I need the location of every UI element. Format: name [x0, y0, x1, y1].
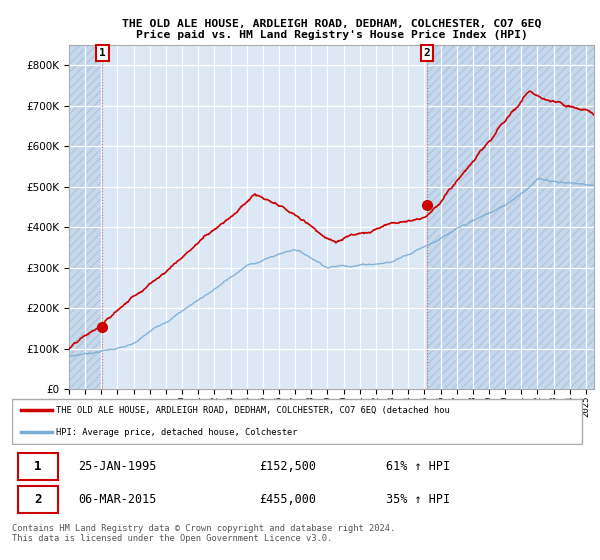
Text: £455,000: £455,000 [260, 493, 317, 506]
FancyBboxPatch shape [18, 453, 58, 480]
Text: 35% ↑ HPI: 35% ↑ HPI [386, 493, 451, 506]
Text: 2: 2 [424, 48, 431, 58]
Text: Contains HM Land Registry data © Crown copyright and database right 2024.
This d: Contains HM Land Registry data © Crown c… [12, 524, 395, 543]
Text: 06-MAR-2015: 06-MAR-2015 [78, 493, 157, 506]
Text: 1: 1 [34, 460, 41, 473]
Text: 61% ↑ HPI: 61% ↑ HPI [386, 460, 451, 473]
Bar [427, 45, 594, 389]
FancyBboxPatch shape [18, 486, 58, 513]
Bar [69, 45, 103, 389]
Text: THE OLD ALE HOUSE, ARDLEIGH ROAD, DEDHAM, COLCHESTER, CO7 6EQ (detached hou: THE OLD ALE HOUSE, ARDLEIGH ROAD, DEDHAM… [56, 406, 450, 415]
Text: 1: 1 [99, 48, 106, 58]
Bar [69, 45, 103, 389]
Title: THE OLD ALE HOUSE, ARDLEIGH ROAD, DEDHAM, COLCHESTER, CO7 6EQ
Price paid vs. HM : THE OLD ALE HOUSE, ARDLEIGH ROAD, DEDHAM… [122, 18, 541, 40]
FancyBboxPatch shape [12, 399, 582, 444]
Text: 2: 2 [34, 493, 41, 506]
Text: HPI: Average price, detached house, Colchester: HPI: Average price, detached house, Colc… [56, 428, 298, 437]
Bar [427, 45, 594, 389]
Text: £152,500: £152,500 [260, 460, 317, 473]
Text: 25-JAN-1995: 25-JAN-1995 [78, 460, 157, 473]
